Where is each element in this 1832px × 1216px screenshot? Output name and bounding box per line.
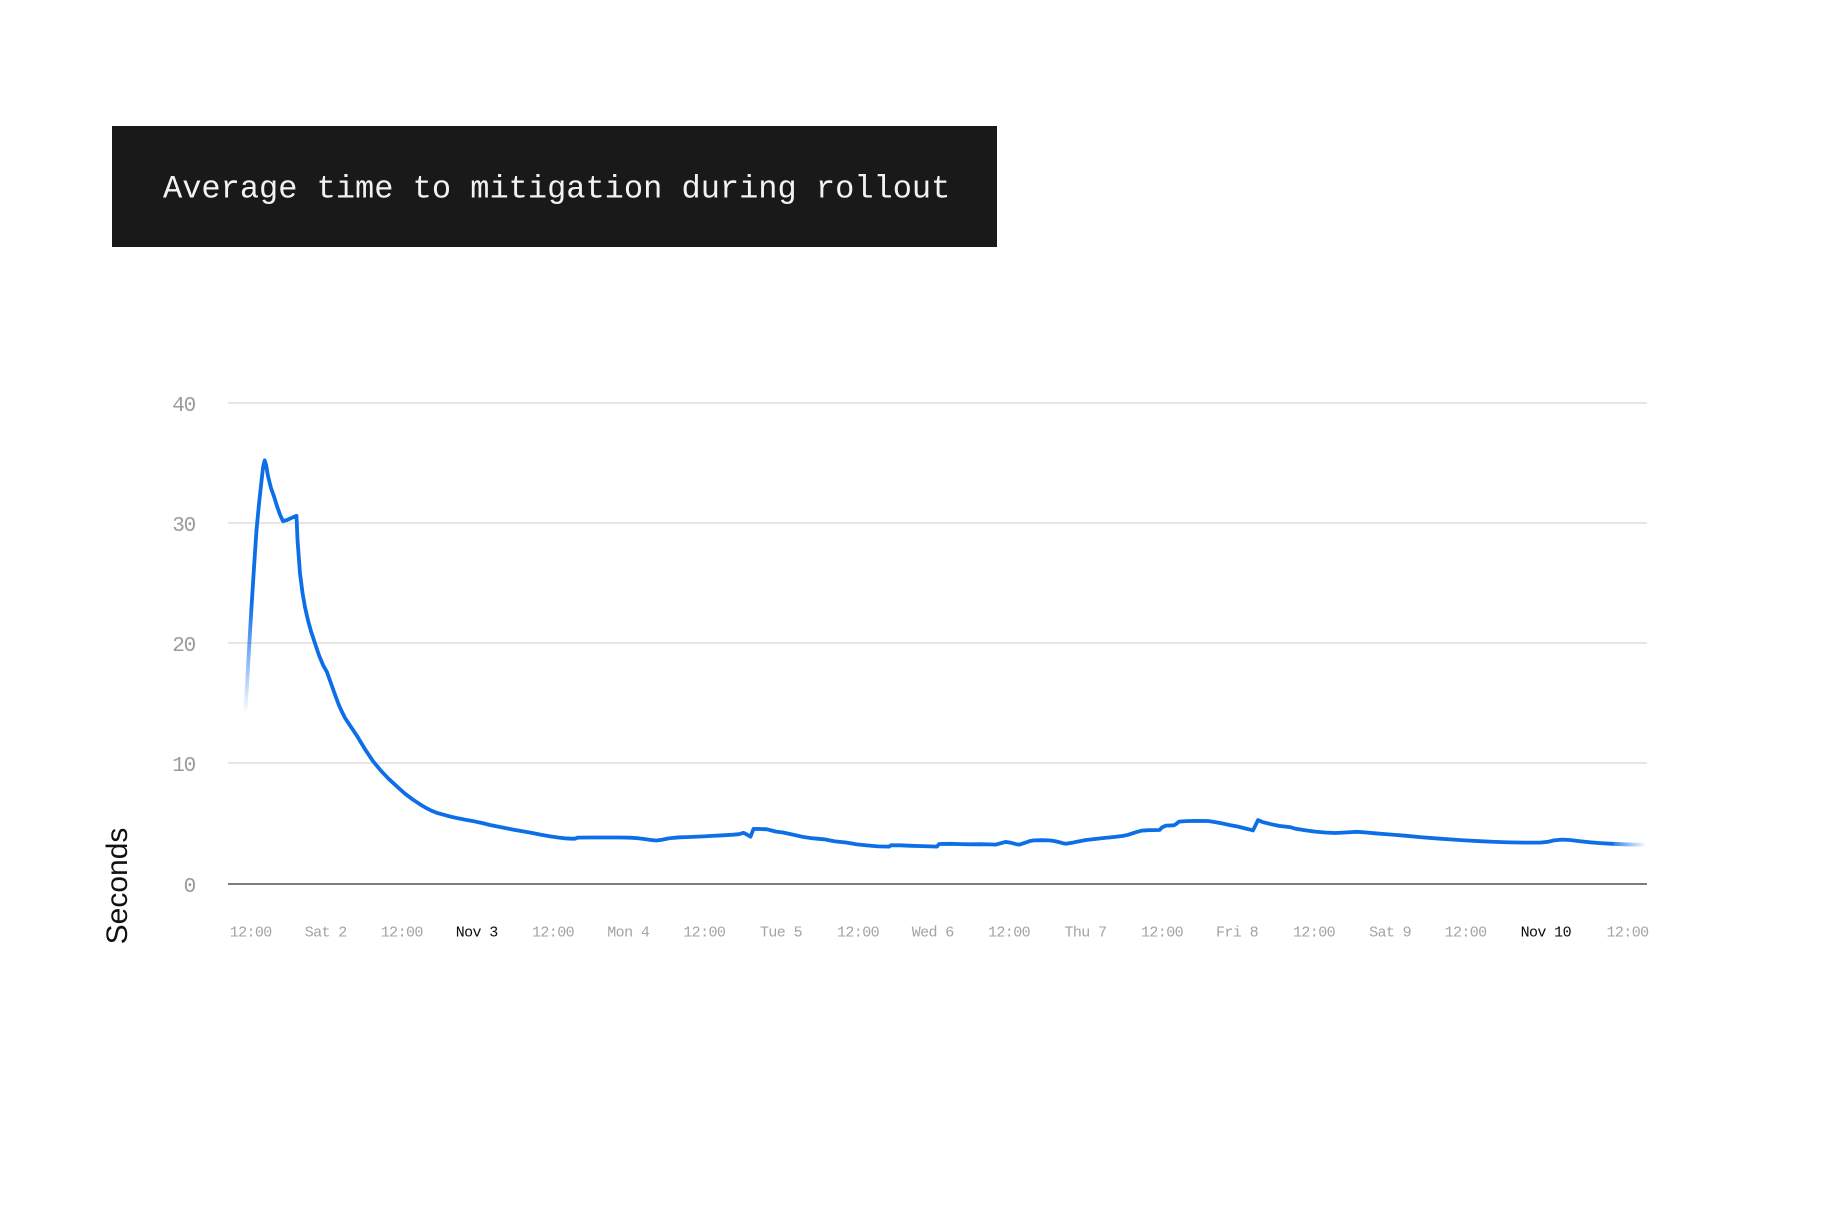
svg-text:12:00: 12:00 [532, 925, 575, 942]
svg-text:Mon 4: Mon 4 [607, 925, 650, 942]
svg-text:10: 10 [172, 755, 195, 778]
svg-text:12:00: 12:00 [230, 925, 273, 942]
svg-text:12:00: 12:00 [837, 925, 880, 942]
svg-text:Sat 2: Sat 2 [305, 925, 347, 942]
svg-text:30: 30 [172, 515, 195, 538]
svg-text:0: 0 [184, 876, 196, 899]
svg-text:Sat 9: Sat 9 [1369, 925, 1411, 942]
svg-text:Tue 5: Tue 5 [760, 925, 803, 942]
svg-text:12:00: 12:00 [988, 925, 1031, 942]
svg-text:20: 20 [172, 635, 195, 658]
svg-text:Wed 6: Wed 6 [912, 925, 955, 942]
svg-text:12:00: 12:00 [1293, 925, 1336, 942]
svg-text:Nov 10: Nov 10 [1521, 925, 1572, 942]
svg-text:12:00: 12:00 [683, 925, 726, 942]
svg-text:12:00: 12:00 [1141, 925, 1184, 942]
svg-text:Thu 7: Thu 7 [1064, 925, 1106, 942]
svg-text:40: 40 [172, 395, 195, 418]
svg-text:Fri 8: Fri 8 [1216, 925, 1259, 942]
svg-text:12:00: 12:00 [381, 925, 424, 942]
svg-text:Nov 3: Nov 3 [456, 925, 499, 942]
svg-text:12:00: 12:00 [1606, 925, 1649, 942]
svg-text:12:00: 12:00 [1445, 925, 1488, 942]
